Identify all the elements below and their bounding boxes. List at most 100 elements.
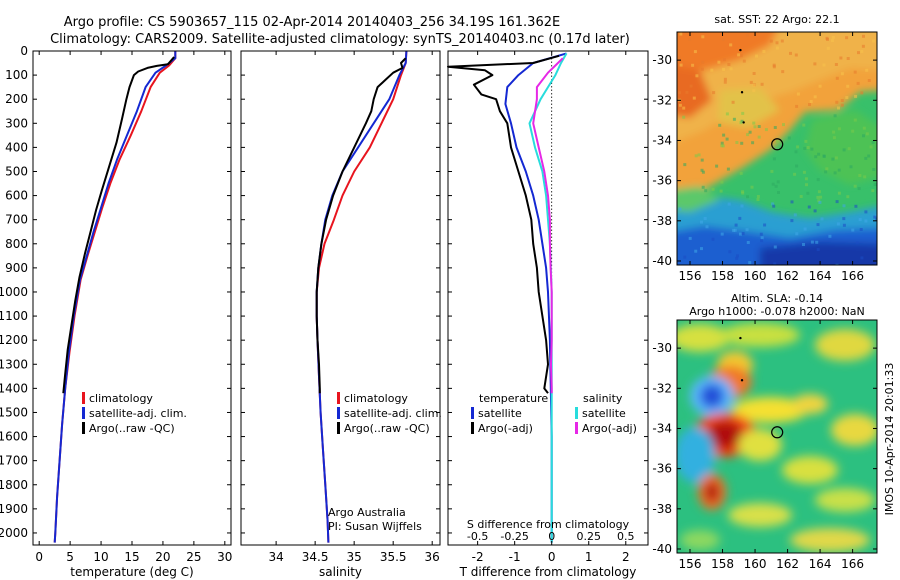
x-tick-label: 15 [124, 550, 139, 564]
map-y-tick-label: -36 [652, 462, 672, 476]
map-y-tick-label: -30 [652, 53, 672, 67]
y-tick-label: 1300 [0, 357, 28, 371]
x-tick-label: 35 [347, 550, 362, 564]
legend-swatch [337, 422, 340, 434]
legend-swatch [337, 407, 340, 419]
y-tick-label: 800 [5, 237, 28, 251]
y-tick-label: 100 [5, 68, 28, 82]
legend-entry: satellite [582, 407, 626, 420]
series-line-salinity-0 [315, 50, 408, 543]
axes-frame [447, 50, 649, 546]
x-tick-label: 0 [548, 550, 556, 564]
sla-heatmap-field [677, 320, 877, 553]
legend-entry: Argo(..raw -QC) [89, 422, 175, 435]
x-tick-label: 20 [155, 550, 170, 564]
x-tick-label: -1 [509, 550, 521, 564]
figure-title-line2: Climatology: CARS2009. Satellite-adjuste… [50, 32, 630, 47]
map-x-tick-label: 158 [711, 557, 734, 571]
y-tick-label: 700 [5, 213, 28, 227]
temperature-panel: 0 5 10 15 20 25 300100200300400500600700800900… [0, 44, 232, 579]
figure-title-line1: Argo profile: CS 5903657_115 02-Apr-2014… [64, 15, 560, 30]
map-x-tick-label: 160 [744, 269, 767, 283]
map-y-tick-label: -40 [652, 542, 672, 556]
x-tick-label: 30 [217, 550, 232, 564]
legend-swatch [575, 407, 578, 419]
top-tick-label: -0.25 [500, 530, 528, 543]
y-tick-label: 1100 [0, 309, 28, 323]
legend-swatch [337, 392, 340, 404]
track-point [742, 121, 745, 124]
legend-title: temperature [479, 392, 548, 405]
map-y-tick-label: -40 [652, 254, 672, 268]
x-tick-label: 35.5 [380, 550, 407, 564]
legend-entry: Argo(-adj) [478, 422, 533, 435]
legend-title: salinity [583, 392, 623, 405]
map-y-tick-label: -34 [652, 421, 672, 435]
map-y-tick-label: -36 [652, 174, 672, 188]
profile-location-marker [771, 426, 784, 439]
y-tick-label: 1000 [0, 285, 28, 299]
map-x-tick-label: 158 [711, 269, 734, 283]
y-tick-label: 1900 [0, 502, 28, 516]
x-tick-label: -2 [472, 550, 484, 564]
map-y-tick-label: -38 [652, 214, 672, 228]
x-tick-label: 2 [622, 550, 630, 564]
imos-timestamp: IMOS 10-Apr-2014 20:01:33 [883, 363, 896, 516]
track-point [739, 336, 742, 340]
salinity-panel: 34 34.5 35 35.5 36 salinity climatology satelli… [240, 50, 442, 579]
legend-entry: Argo(-adj) [582, 422, 637, 435]
y-tick-label: 600 [5, 189, 28, 203]
map-x-tick-label: 166 [841, 557, 864, 571]
legend-swatch [82, 392, 85, 404]
map-y-tick-label: -38 [652, 502, 672, 516]
series-line-temperature-1 [53, 51, 177, 543]
map-y-tick-label: -30 [652, 341, 672, 355]
sla-map-panel: Altim. SLA: -0.14 Argo h1000: -0.078 h20… [652, 292, 878, 571]
map-y-tick-label: -32 [652, 93, 672, 107]
x-tick-label: 10 [93, 550, 108, 564]
legend-entry: Argo(..raw -QC) [344, 422, 430, 435]
legend-swatch [471, 422, 474, 434]
y-tick-label: 1600 [0, 430, 28, 444]
top-tick-label: -0.5 [467, 530, 488, 543]
map-x-tick-label: 164 [809, 557, 832, 571]
x-axis-label: temperature (deg C) [70, 565, 193, 579]
track-point [740, 91, 744, 94]
series-line-salinity-2 [315, 57, 407, 394]
y-tick-label: 1400 [0, 381, 28, 395]
y-tick-label: 200 [5, 92, 28, 106]
map-x-tick-label: 156 [679, 269, 702, 283]
x-axis-label: salinity [319, 565, 362, 579]
map-x-tick-label: 166 [841, 269, 864, 283]
x-tick-label: 34.5 [302, 550, 329, 564]
sst-map-panel: sat. SST: 22 Argo: 22.1 156 158 160 162 164 1… [652, 13, 878, 283]
x-axis-label: T difference from climatology [459, 565, 637, 579]
top-tick-label: 0 [548, 530, 555, 543]
x-tick-label: 36 [425, 550, 440, 564]
top-tick-label: 0.5 [617, 530, 635, 543]
y-tick-label: 1700 [0, 454, 28, 468]
credit-pi: PI: Susan Wijffels [328, 520, 422, 533]
x-tick-label: 34 [268, 550, 283, 564]
legend-swatch [82, 407, 85, 419]
series-line-difference-3 [532, 57, 564, 394]
legend-swatch [82, 422, 85, 434]
y-tick-label: 0 [20, 44, 28, 58]
credit-org: Argo Australia [328, 506, 406, 519]
sst-map-title: sat. SST: 22 Argo: 22.1 [714, 13, 839, 26]
legend-entry: satellite-adj. clim. [344, 407, 442, 420]
map-y-tick-label: -34 [652, 133, 672, 147]
top-axis-label: S difference from climatology [467, 518, 630, 531]
top-tick-label: 0.25 [576, 530, 601, 543]
legend-entry: climatology [344, 392, 408, 405]
y-tick-label: 400 [5, 140, 28, 154]
difference-panel: -2 -1 0 1 2T difference from climatology S di… [447, 50, 649, 579]
legend-swatch [575, 422, 578, 434]
track-point [740, 379, 744, 382]
map-x-tick-label: 162 [776, 269, 799, 283]
map-y-tick-label: -32 [652, 381, 672, 395]
y-tick-label: 1500 [0, 405, 28, 419]
series-line-temperature-2 [62, 56, 175, 394]
legend-swatch [471, 407, 474, 419]
